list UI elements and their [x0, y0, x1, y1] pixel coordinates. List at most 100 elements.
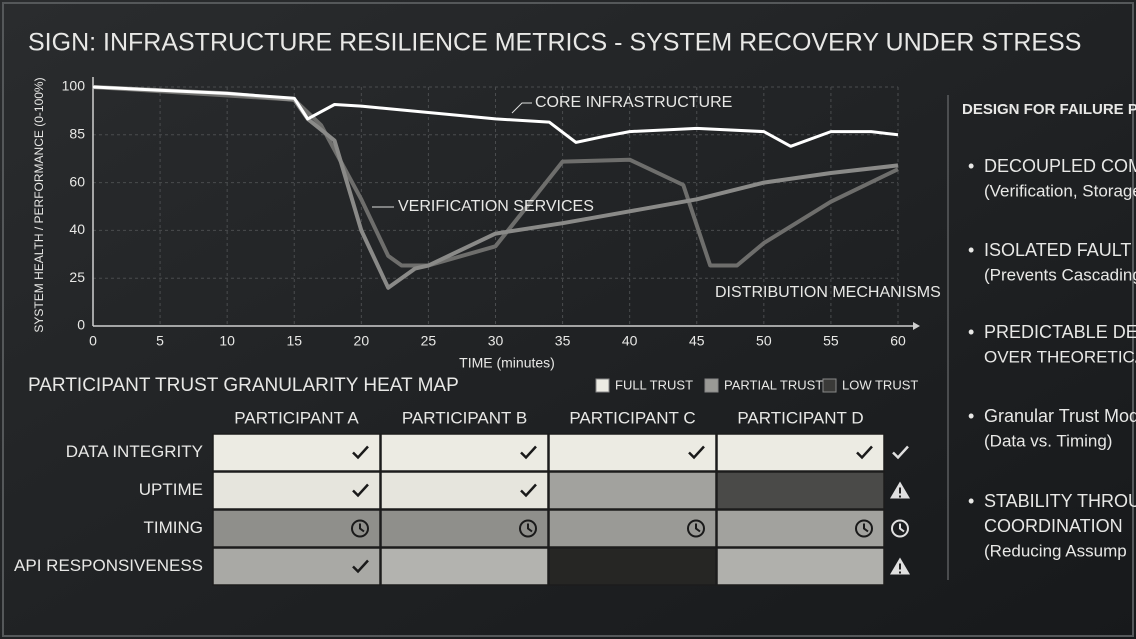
y-tick-label: 0 — [77, 317, 85, 333]
column-header: PARTICIPANT A — [234, 408, 359, 427]
x-tick-label: 10 — [219, 333, 235, 349]
x-tick-label: 30 — [488, 333, 504, 349]
heatmap-cell — [380, 509, 549, 548]
heatmap-cell — [548, 547, 717, 586]
status-icon — [890, 481, 910, 499]
panel-text: PREDICTABLE DELA — [984, 322, 1136, 342]
cell-icon — [352, 445, 369, 460]
clock-hands — [695, 523, 701, 533]
check-icon — [352, 445, 369, 460]
clock-hands — [899, 523, 905, 533]
cell-icon — [856, 445, 873, 460]
clock-hands — [359, 523, 365, 533]
check-icon — [892, 445, 909, 460]
cell-icon — [352, 559, 369, 574]
heatmap-cell — [716, 471, 885, 510]
column-header: PARTICIPANT C — [569, 408, 695, 427]
check-icon — [520, 445, 537, 460]
x-tick-label: 0 — [89, 333, 97, 349]
legend-label: FULL TRUST — [615, 377, 693, 392]
panel-title: DESIGN FOR FAILURE PH — [962, 101, 1136, 118]
legend-label: LOW TRUST — [842, 377, 918, 392]
y-tick-label: 40 — [69, 221, 85, 237]
row-label: UPTIME — [139, 480, 203, 499]
bullet: • — [968, 406, 974, 426]
row-label: TIMING — [144, 518, 204, 537]
bullet: • — [968, 240, 974, 260]
series-label: CORE INFRASTRUCTURE — [535, 94, 732, 111]
series-label: VERIFICATION SERVICES — [398, 198, 594, 215]
heatmap-cell — [716, 547, 885, 586]
y-tick-label: 85 — [69, 126, 85, 142]
label-leader — [511, 102, 532, 114]
cell-icon — [688, 445, 705, 460]
x-axis-arrow — [913, 322, 920, 330]
heatmap-cell — [716, 433, 885, 472]
heatmap-cell — [380, 547, 549, 586]
check-icon — [352, 559, 369, 574]
chart-title: SIGN: INFRASTRUCTURE RESILIENCE METRICS … — [28, 29, 1081, 57]
check-icon — [520, 483, 537, 498]
legend-swatch — [822, 378, 837, 393]
x-tick-label: 20 — [354, 333, 370, 349]
y-tick-label: 25 — [69, 269, 85, 285]
cell-icon — [520, 445, 537, 460]
cell-icon — [855, 519, 873, 538]
heatmap-cell — [548, 433, 717, 472]
heatmap-cell — [380, 433, 549, 472]
panel-text: Granular Trust Mod — [984, 406, 1136, 426]
x-tick-label: 25 — [421, 333, 437, 349]
heatmap-cell — [212, 547, 381, 586]
cell-icon — [351, 519, 369, 538]
panel-text: STABILITY THROU — [984, 491, 1136, 511]
clock-icon — [519, 519, 537, 538]
column-header: PARTICIPANT B — [402, 408, 527, 427]
panel-text: (Data vs. Timing) — [984, 431, 1112, 450]
check-icon — [856, 445, 873, 460]
heatmap-cell — [716, 509, 885, 548]
cell-icon — [519, 519, 537, 538]
heatmap-cell — [548, 509, 717, 548]
cell-icon — [352, 483, 369, 498]
legend-swatch — [595, 378, 610, 393]
x-tick-label: 60 — [890, 333, 906, 349]
panel-text: ISOLATED FAULT D — [984, 240, 1136, 260]
panel-text: (Prevents Cascading — [984, 265, 1136, 284]
status-icon — [891, 519, 909, 538]
bullet: • — [968, 491, 974, 511]
legend-label: PARTIAL TRUST — [724, 377, 823, 392]
row-label: DATA INTEGRITY — [66, 442, 203, 461]
bullet: • — [968, 322, 974, 342]
panel-text: (Verification, Storage, I — [984, 181, 1136, 200]
heatmap-cell — [212, 471, 381, 510]
cell-icon — [687, 519, 705, 538]
heatmap-cell — [380, 471, 549, 510]
status-icon — [892, 445, 909, 460]
y-axis-label: SYSTEM HEALTH / PERFORMANCE (0-100%) — [32, 77, 46, 332]
panel-text: OVER THEORETICA — [984, 347, 1136, 366]
y-tick-label: 100 — [62, 78, 86, 94]
x-axis-label: TIME (minutes) — [459, 355, 555, 371]
series-label: DISTRIBUTION MECHANISMS — [715, 284, 941, 301]
heatmap-cell — [548, 471, 717, 510]
check-icon — [352, 483, 369, 498]
x-tick-label: 5 — [156, 333, 164, 349]
x-tick-label: 55 — [823, 333, 839, 349]
row-label: API RESPONSIVENESS — [14, 556, 203, 575]
heatmap-title: PARTICIPANT TRUST GRANULARITY HEAT MAP — [28, 375, 459, 396]
clock-icon — [855, 519, 873, 538]
clock-hands — [863, 523, 869, 533]
check-icon — [688, 445, 705, 460]
panel-text: COORDINATION — [984, 516, 1123, 536]
panel-text: (Reducing Assump — [984, 541, 1127, 560]
clock-icon — [891, 519, 909, 538]
clock-icon — [351, 519, 369, 538]
clock-hands — [527, 523, 533, 533]
cell-icon — [520, 483, 537, 498]
column-header: PARTICIPANT D — [737, 408, 863, 427]
x-tick-label: 50 — [756, 333, 772, 349]
heatmap-cell — [212, 433, 381, 472]
heatmap-cell — [212, 509, 381, 548]
bullet: • — [968, 156, 974, 176]
